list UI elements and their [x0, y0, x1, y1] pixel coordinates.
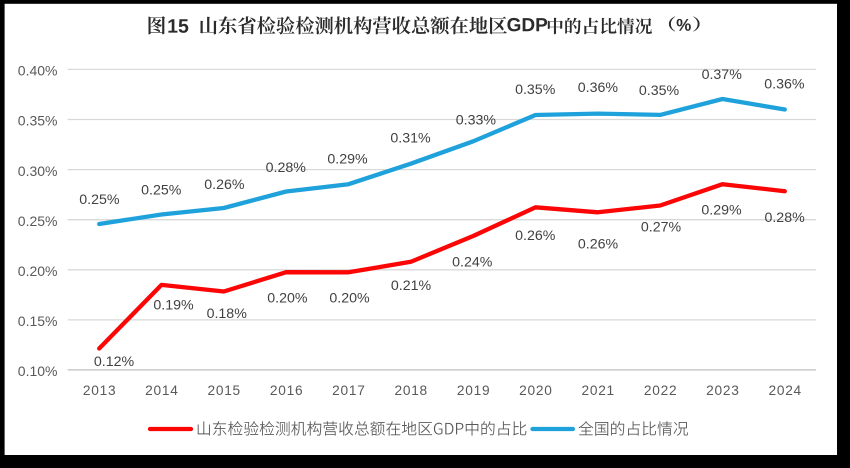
svg-text:2018: 2018: [394, 383, 427, 398]
svg-text:0.10%: 0.10%: [18, 363, 58, 379]
svg-text:0.15%: 0.15%: [18, 313, 58, 329]
svg-text:0.31%: 0.31%: [390, 131, 431, 147]
svg-text:0.26%: 0.26%: [578, 236, 619, 252]
svg-text:0.20%: 0.20%: [329, 291, 370, 307]
svg-text:0.29%: 0.29%: [327, 152, 368, 168]
svg-text:0.35%: 0.35%: [639, 83, 680, 99]
svg-text:0.29%: 0.29%: [701, 203, 742, 219]
svg-text:0.28%: 0.28%: [266, 160, 307, 176]
svg-text:2021: 2021: [581, 383, 614, 398]
svg-text:2023: 2023: [706, 383, 739, 398]
svg-text:0.25%: 0.25%: [18, 213, 58, 229]
svg-text:0.33%: 0.33%: [456, 112, 497, 128]
svg-text:2017: 2017: [332, 383, 365, 398]
svg-text:0.26%: 0.26%: [204, 177, 245, 193]
svg-text:2024: 2024: [768, 383, 801, 398]
svg-text:0.21%: 0.21%: [391, 278, 432, 294]
svg-text:0.35%: 0.35%: [515, 82, 556, 98]
svg-text:0.28%: 0.28%: [764, 210, 805, 226]
svg-text:2022: 2022: [644, 383, 677, 398]
svg-text:0.19%: 0.19%: [153, 298, 194, 314]
svg-text:2013: 2013: [83, 383, 116, 398]
svg-text:0.36%: 0.36%: [764, 76, 805, 92]
svg-text:0.24%: 0.24%: [452, 254, 493, 270]
svg-text:0.20%: 0.20%: [18, 263, 58, 279]
svg-text:0.20%: 0.20%: [267, 291, 308, 307]
svg-text:0.26%: 0.26%: [515, 228, 556, 244]
svg-text:0.12%: 0.12%: [94, 354, 135, 370]
svg-text:0.25%: 0.25%: [141, 183, 182, 199]
svg-text:0.35%: 0.35%: [18, 113, 58, 129]
svg-text:0.30%: 0.30%: [18, 163, 58, 179]
svg-text:0.18%: 0.18%: [207, 306, 248, 322]
svg-text:0.40%: 0.40%: [18, 63, 58, 79]
svg-text:0.36%: 0.36%: [578, 80, 619, 96]
svg-text:2020: 2020: [519, 383, 552, 398]
svg-text:0.25%: 0.25%: [79, 192, 120, 208]
svg-text:0.37%: 0.37%: [702, 67, 743, 83]
svg-text:0.27%: 0.27%: [641, 220, 682, 236]
svg-text:2014: 2014: [145, 383, 178, 398]
svg-text:2015: 2015: [207, 383, 240, 398]
svg-text:2016: 2016: [270, 383, 303, 398]
svg-text:2019: 2019: [457, 383, 490, 398]
